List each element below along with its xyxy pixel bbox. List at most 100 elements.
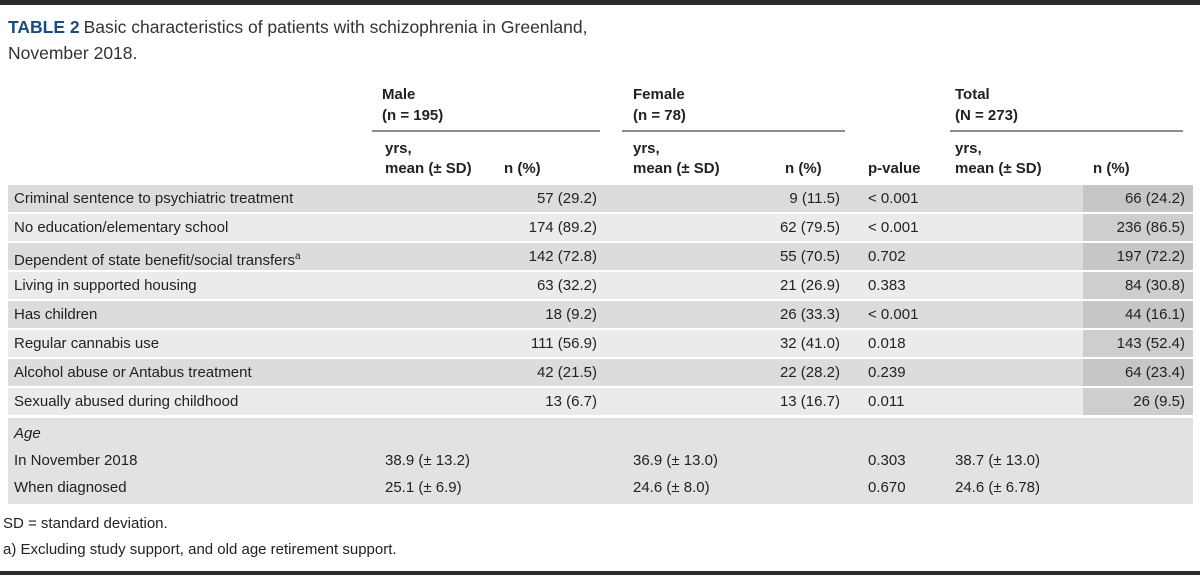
total-group-header: Total (N = 273) (950, 84, 1193, 132)
pvalue-header: p-value (868, 160, 921, 177)
cell-total-n: 197 (72.2) (1083, 243, 1193, 270)
cell-male-yrs: 38.9 (± 13.2) (385, 452, 470, 469)
cell-female-n: 9 (11.5) (789, 190, 840, 207)
cell-male-n: 174 (89.2) (528, 219, 597, 236)
cell-total-n: 66 (24.2) (1083, 185, 1193, 212)
table-row: Criminal sentence to psychiatric treatme… (8, 185, 1193, 212)
cell-female-n: 26 (33.3) (779, 306, 840, 323)
table-row: Sexually abused during childhood 13 (6.7… (8, 388, 1193, 415)
female-group-n: (n = 78) (633, 107, 686, 124)
yrs-label: yrs, (633, 140, 660, 157)
cell-male-n: 42 (21.5) (536, 364, 597, 381)
table-caption-text: Basic characteristics of patients with s… (8, 17, 588, 63)
cell-female-n: 32 (41.0) (779, 335, 840, 352)
row-label: Regular cannabis use (14, 335, 160, 352)
cell-pvalue: 0.011 (868, 393, 905, 410)
female-group-name: Female (633, 86, 685, 103)
table-row: Alcohol abuse or Antabus treatment 42 (2… (8, 359, 1193, 386)
female-group-header: Female (n = 78) (622, 84, 845, 132)
column-sub-header: yrs, mean (± SD) n (%) yrs, mean (± SD) … (8, 139, 1200, 179)
cell-pvalue: < 0.001 (868, 219, 919, 236)
table-row: Dependent of state benefit/social transf… (8, 243, 1193, 270)
pvalue-column-spacer (862, 84, 950, 132)
total-group-n: (N = 273) (955, 107, 1018, 124)
total-npct-header: n (%) (1093, 160, 1130, 177)
mean-sd-label: mean (± SD) (955, 160, 1042, 177)
total-group-name: Total (955, 86, 990, 103)
label-column-spacer (8, 84, 372, 132)
column-group-header: Male (n = 195) Female (n = 78) Total (N … (8, 84, 1200, 132)
column-gap (600, 84, 622, 132)
table-row: Living in supported housing 63 (32.2) 21… (8, 272, 1193, 299)
row-label: Has children (14, 306, 98, 323)
table-caption: TABLE 2 Basic characteristics of patients… (8, 14, 608, 66)
cell-pvalue: 0.239 (868, 364, 906, 381)
cell-female-yrs: 24.6 (± 8.0) (633, 479, 710, 496)
cell-pvalue: 0.018 (868, 335, 906, 352)
cell-male-n: 111 (56.9) (530, 335, 597, 352)
age-section: Age In November 2018 38.9 (± 13.2) 36.9 … (8, 418, 1193, 504)
table-row: When diagnosed 25.1 (± 6.9) 24.6 (± 8.0)… (8, 474, 1193, 501)
row-label: When diagnosed (14, 479, 127, 496)
cell-female-n: 62 (79.5) (779, 219, 840, 236)
male-group-n: (n = 195) (382, 107, 444, 124)
cell-pvalue: 0.383 (868, 277, 906, 294)
female-npct-header: n (%) (785, 160, 822, 177)
cell-total-n: 64 (23.4) (1083, 359, 1193, 386)
male-npct-header: n (%) (504, 160, 541, 177)
table-bottom-rule (0, 571, 1200, 575)
cell-pvalue: < 0.001 (868, 190, 919, 207)
male-group-header: Male (n = 195) (372, 84, 600, 132)
cell-female-n: 13 (16.7) (779, 393, 840, 410)
row-label: No education/elementary school (14, 219, 229, 236)
cell-total-n: 44 (16.1) (1083, 301, 1193, 328)
total-yrs-header: yrs, mean (± SD) (950, 139, 1083, 179)
table-row: Has children 18 (9.2) 26 (33.3) < 0.001 … (8, 301, 1193, 328)
footnote-marker: a (295, 251, 301, 262)
cell-female-n: 22 (28.2) (779, 364, 840, 381)
row-label: In November 2018 (14, 452, 138, 469)
cell-pvalue: < 0.001 (868, 306, 919, 323)
table-top-rule (0, 0, 1200, 5)
cell-total-n: 143 (52.4) (1083, 330, 1193, 357)
cell-total-yrs: 24.6 (± 6.78) (955, 479, 1040, 496)
cell-male-n: 18 (9.2) (545, 306, 597, 323)
cell-female-n: 21 (26.9) (779, 277, 840, 294)
cell-pvalue: 0.670 (868, 479, 906, 496)
row-label: Dependent of state benefit/social transf… (14, 251, 301, 269)
table-footnotes: SD = standard deviation. a) Excluding st… (3, 511, 1200, 563)
cell-female-yrs: 36.9 (± 13.0) (633, 452, 718, 469)
footnote-sd: SD = standard deviation. (3, 515, 168, 532)
cell-pvalue: 0.303 (868, 452, 906, 469)
cell-total-n: 26 (9.5) (1083, 388, 1193, 415)
row-label: Living in supported housing (14, 277, 197, 294)
male-yrs-header: yrs, mean (± SD) (372, 139, 490, 179)
cell-male-yrs: 25.1 (± 6.9) (385, 479, 462, 496)
female-yrs-header: yrs, mean (± SD) (622, 139, 738, 179)
age-section-header-row: Age (8, 420, 1193, 447)
row-label: Sexually abused during childhood (14, 393, 239, 410)
male-group-name: Male (382, 86, 416, 103)
cell-male-n: 63 (32.2) (536, 277, 597, 294)
age-section-title: Age (14, 425, 41, 442)
yrs-label: yrs, (385, 140, 412, 157)
table-number: TABLE 2 (8, 17, 80, 37)
cell-total-n: 236 (86.5) (1083, 214, 1193, 241)
cell-total-yrs: 38.7 (± 13.0) (955, 452, 1040, 469)
footnote-a: a) Excluding study support, and old age … (3, 541, 397, 558)
cell-male-n: 13 (6.7) (545, 393, 597, 410)
table-row: Regular cannabis use 111 (56.9) 32 (41.0… (8, 330, 1193, 357)
cell-total-n: 84 (30.8) (1083, 272, 1193, 299)
row-label: Alcohol abuse or Antabus treatment (14, 364, 252, 381)
cell-pvalue: 0.702 (868, 248, 906, 265)
table-row: In November 2018 38.9 (± 13.2) 36.9 (± 1… (8, 447, 1193, 474)
table-row: No education/elementary school 174 (89.2… (8, 214, 1193, 241)
cell-male-n: 142 (72.8) (528, 248, 597, 265)
yrs-label: yrs, (955, 140, 982, 157)
column-gap (845, 84, 862, 132)
cell-female-n: 55 (70.5) (779, 248, 840, 265)
row-label: Criminal sentence to psychiatric treatme… (14, 190, 294, 207)
mean-sd-label: mean (± SD) (385, 160, 472, 177)
mean-sd-label: mean (± SD) (633, 160, 720, 177)
cell-male-n: 57 (29.2) (536, 190, 597, 207)
